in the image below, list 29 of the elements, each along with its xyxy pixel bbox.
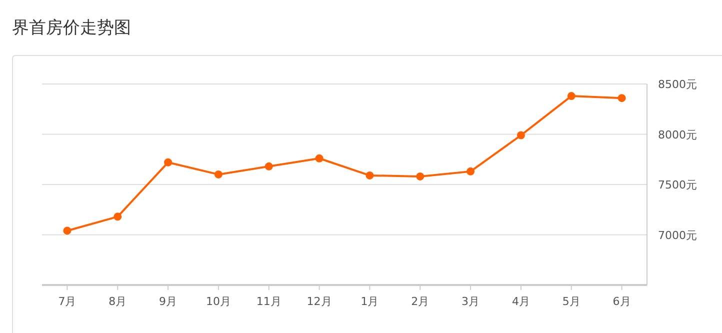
x-tick-label: 8月 — [108, 295, 127, 308]
x-tick-label: 11月 — [256, 295, 282, 308]
x-tick-label: 5月 — [562, 295, 580, 308]
point — [567, 92, 576, 100]
y-tick-label: 8500元 — [658, 78, 697, 91]
point — [114, 212, 122, 221]
x-tick-label: 2月 — [411, 295, 430, 308]
x-tick-label: 1月 — [360, 295, 379, 308]
x-tick-label: 9月 — [159, 295, 178, 308]
chart-title: 界首房价走势图 — [12, 18, 131, 38]
point — [63, 226, 72, 235]
x-tick-label: 3月 — [462, 295, 480, 308]
x-tick-label: 7月 — [58, 295, 76, 308]
point — [315, 154, 324, 162]
y-tick-label: 8000元 — [658, 128, 697, 142]
point — [466, 167, 475, 176]
y-tick-label: 7500元 — [658, 178, 697, 192]
point — [164, 158, 172, 166]
point — [618, 94, 626, 102]
x-tick-label: 10月 — [206, 295, 231, 308]
x-tick-label: 12月 — [306, 295, 332, 308]
x-tick-label: 4月 — [512, 295, 530, 308]
point — [416, 172, 424, 180]
point — [516, 131, 525, 140]
point — [366, 171, 374, 180]
point — [214, 170, 222, 178]
point — [264, 162, 273, 170]
y-tick-label: 7000元 — [658, 228, 697, 242]
x-tick-label: 6月 — [612, 295, 631, 308]
